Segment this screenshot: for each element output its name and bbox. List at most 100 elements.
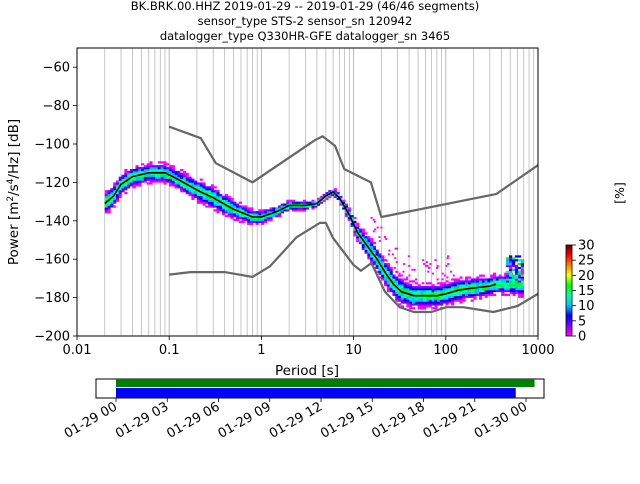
- density-cell: [263, 209, 268, 212]
- density-cell: [210, 190, 214, 193]
- density-cell: [308, 205, 312, 208]
- density-cell: [504, 272, 508, 275]
- density-cell: [224, 211, 228, 214]
- density-cell: [484, 288, 488, 291]
- density-cell: [227, 203, 231, 206]
- y-tick-label: −80: [43, 99, 70, 114]
- density-cell: [512, 291, 516, 295]
- density-cell: [481, 293, 485, 296]
- density-cell: [381, 261, 385, 264]
- density-cell: [498, 278, 502, 281]
- density-cell: [395, 280, 399, 283]
- density-cell: [356, 226, 360, 229]
- density-cell: [431, 288, 435, 291]
- density-cell: [414, 295, 418, 298]
- density-cell: [465, 280, 469, 283]
- density-cell: [451, 284, 455, 287]
- density-cell: [470, 295, 474, 298]
- density-cell: [476, 291, 480, 295]
- density-cell: [216, 201, 220, 204]
- density-cell: [459, 280, 463, 283]
- density-cell: [465, 282, 469, 285]
- density-cell: [504, 289, 508, 293]
- density-cell: [504, 293, 508, 296]
- density-cell: [135, 176, 139, 179]
- density-cell: [384, 259, 388, 262]
- density-cell: [508, 272, 513, 275]
- density-cell: [498, 284, 502, 287]
- density-cell: [244, 216, 248, 220]
- density-cell: [428, 297, 432, 300]
- density-cell: [107, 195, 111, 199]
- density-cell: [417, 307, 421, 310]
- density-cell: [121, 184, 125, 187]
- density-cell: [367, 255, 371, 258]
- density-cell: [163, 178, 167, 181]
- density-cell: [141, 176, 145, 179]
- density-cell: [487, 293, 491, 296]
- density-cell: [202, 195, 206, 199]
- density-cell: [424, 264, 427, 267]
- density-cell: [297, 207, 301, 210]
- density-cell: [518, 284, 522, 287]
- density-cell: [395, 291, 399, 295]
- density-cell: [208, 188, 212, 191]
- density-cell: [381, 264, 385, 268]
- density-cell: [129, 184, 133, 187]
- density-cell: [233, 203, 237, 206]
- density-cell: [495, 278, 499, 281]
- density-cell: [291, 199, 295, 202]
- density-cell: [252, 216, 256, 220]
- density-cell: [266, 215, 270, 218]
- density-cell: [389, 270, 393, 273]
- density-cell: [213, 190, 217, 193]
- density-cell: [168, 167, 173, 170]
- density-cell: [350, 215, 354, 218]
- density-cell: [249, 209, 254, 212]
- density-cell: [459, 295, 463, 298]
- density-cell: [163, 182, 167, 185]
- density-cell: [350, 216, 354, 220]
- density-cell: [194, 192, 198, 195]
- density-cell: [470, 280, 474, 283]
- density-cell: [113, 182, 117, 185]
- density-cell: [506, 278, 510, 281]
- density-cell: [275, 207, 279, 210]
- density-cell: [417, 291, 421, 295]
- density-cell: [185, 180, 189, 183]
- density-cell: [428, 282, 432, 285]
- density-cell: [509, 289, 513, 293]
- density-cell: [196, 193, 201, 197]
- x-tick-label: 100: [433, 343, 458, 358]
- density-cell: [272, 207, 276, 210]
- density-cell: [104, 211, 108, 214]
- density-cell: [202, 193, 206, 197]
- density-cell: [380, 226, 383, 229]
- density-cell: [406, 299, 410, 302]
- density-cell: [517, 270, 522, 273]
- density-cell: [113, 199, 117, 202]
- density-cell: [378, 236, 381, 239]
- density-cell: [174, 180, 178, 183]
- density-cell: [389, 278, 393, 281]
- density-cell: [417, 301, 421, 304]
- density-cell: [417, 293, 421, 296]
- density-cell: [413, 268, 416, 271]
- density-cell: [509, 286, 513, 289]
- density-cell: [300, 207, 304, 210]
- density-cell: [389, 286, 393, 289]
- density-cell: [392, 293, 396, 296]
- density-cell: [224, 209, 228, 212]
- density-cell: [230, 211, 234, 214]
- density-cell: [255, 222, 259, 225]
- density-cell: [149, 168, 153, 172]
- density-cell: [227, 201, 231, 204]
- density-cell: [294, 201, 298, 204]
- density-cell: [224, 195, 228, 199]
- density-cell: [514, 255, 519, 258]
- density-cell: [442, 282, 446, 285]
- density-cell: [361, 245, 365, 248]
- density-cell: [163, 176, 167, 179]
- density-cell: [353, 228, 357, 231]
- density-cell: [495, 289, 499, 293]
